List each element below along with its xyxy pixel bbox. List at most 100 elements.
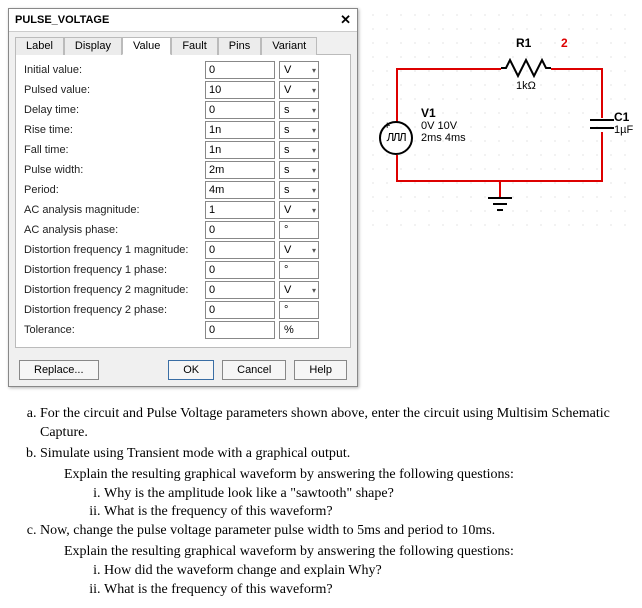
chevron-down-icon: ▾ <box>312 166 316 175</box>
param-row: AC analysis magnitude:V▾ <box>20 201 346 219</box>
dialog-titlebar: PULSE_VOLTAGE ✕ <box>9 9 357 32</box>
chevron-down-icon: ▾ <box>312 146 316 155</box>
param-row: Delay time:s▾ <box>20 101 346 119</box>
param-label: Fall time: <box>20 144 205 156</box>
tab-value[interactable]: Value <box>122 37 171 55</box>
param-value-input[interactable] <box>205 221 275 239</box>
v1-line1: 0V 10V <box>421 120 466 132</box>
param-unit-select[interactable]: V▾ <box>279 201 319 219</box>
c1-label: C1 <box>614 110 629 124</box>
chevron-down-icon: ▾ <box>312 206 316 215</box>
chevron-down-icon: ▾ <box>312 246 316 255</box>
tab-fault[interactable]: Fault <box>171 37 217 55</box>
param-row: Distortion frequency 1 phase: ° <box>20 261 346 279</box>
r1-value: 1kΩ <box>516 80 536 92</box>
cancel-button[interactable]: Cancel <box>222 360 286 380</box>
param-row: Period: s▾ <box>20 181 346 199</box>
param-unit-select: ° <box>279 221 319 239</box>
chevron-down-icon: ▾ <box>312 286 316 295</box>
replace-button[interactable]: Replace... <box>19 360 99 380</box>
q-b-i: Why is the amplitude look like a "sawtoo… <box>104 485 628 504</box>
question-c: Now, change the pulse voltage parameter … <box>40 522 628 541</box>
c1-value: 1µF <box>614 124 633 136</box>
param-row: Rise time: s▾ <box>20 121 346 139</box>
question-b: Simulate using Transient mode with a gra… <box>40 445 628 464</box>
r1-label: R1 <box>516 36 531 50</box>
plus-icon: + <box>384 120 390 132</box>
ok-button[interactable]: OK <box>168 360 214 380</box>
q-b-text: Simulate using Transient mode with a gra… <box>40 446 350 461</box>
param-unit-select[interactable]: s▾ <box>279 141 319 159</box>
chevron-down-icon: ▾ <box>312 86 316 95</box>
dialog-title: PULSE_VOLTAGE <box>15 14 109 26</box>
param-label: Distortion frequency 2 magnitude: <box>20 284 205 296</box>
param-unit-select: ° <box>279 261 319 279</box>
param-row: Distortion frequency 2 phase: ° <box>20 301 346 319</box>
param-row: Distortion frequency 1 magnitude: V▾ <box>20 241 346 259</box>
param-label: Distortion frequency 1 magnitude: <box>20 244 205 256</box>
chevron-down-icon: ▾ <box>312 66 316 75</box>
param-label: AC analysis phase: <box>20 224 205 236</box>
v1-label: V1 <box>421 106 436 120</box>
param-row: Pulsed value: V▾ <box>20 81 346 99</box>
param-label: Rise time: <box>20 124 205 136</box>
param-unit-select[interactable]: V▾ <box>279 241 319 259</box>
param-value-input[interactable] <box>205 301 275 319</box>
param-value-input[interactable] <box>205 181 275 199</box>
param-value-input[interactable] <box>205 121 275 139</box>
q-c-ii: What is the frequency of this waveform? <box>104 581 628 600</box>
param-unit-select[interactable]: V▾ <box>279 281 319 299</box>
param-value-input[interactable] <box>205 161 275 179</box>
q-b-ii: What is the frequency of this waveform? <box>104 503 628 522</box>
param-value-input[interactable] <box>205 81 275 99</box>
q-c-i: How did the waveform change and explain … <box>104 562 628 581</box>
param-value-input[interactable] <box>205 141 275 159</box>
param-label: Distortion frequency 2 phase: <box>20 304 205 316</box>
param-label: Pulse width: <box>20 164 205 176</box>
q-b-explain: Explain the resulting graphical waveform… <box>64 466 628 485</box>
chevron-down-icon: ▾ <box>312 106 316 115</box>
param-unit-select[interactable]: V▾ <box>279 81 319 99</box>
param-unit-select[interactable]: s▾ <box>279 121 319 139</box>
param-row: Pulse width: s▾ <box>20 161 346 179</box>
v1-line2: 2ms 4ms <box>421 132 466 144</box>
param-row: Tolerance:% <box>20 321 346 339</box>
tab-pins[interactable]: Pins <box>218 37 261 55</box>
param-unit-select[interactable]: V▾ <box>279 61 319 79</box>
param-value-input[interactable] <box>205 321 275 339</box>
param-value-input[interactable] <box>205 201 275 219</box>
tab-variant[interactable]: Variant <box>261 37 317 55</box>
resistor-r1 <box>501 58 551 78</box>
close-icon[interactable]: ✕ <box>340 12 351 28</box>
param-value-input[interactable] <box>205 241 275 259</box>
param-value-input[interactable] <box>205 261 275 279</box>
param-row: Initial value: V▾ <box>20 61 346 79</box>
question-a: For the circuit and Pulse Voltage parame… <box>40 405 628 443</box>
param-label: Period: <box>20 184 205 196</box>
tab-label[interactable]: Label <box>15 37 64 55</box>
param-unit-select[interactable]: s▾ <box>279 181 319 199</box>
help-button[interactable]: Help <box>294 360 347 380</box>
param-unit-select: ° <box>279 301 319 319</box>
param-value-input[interactable] <box>205 281 275 299</box>
node-2: 2 <box>561 36 568 50</box>
param-label: Initial value: <box>20 64 205 76</box>
param-unit-select: % <box>279 321 319 339</box>
pulse-voltage-dialog: PULSE_VOLTAGE ✕ Label Display Value Faul… <box>8 8 358 387</box>
v1-params: 0V 10V 2ms 4ms <box>421 120 466 144</box>
param-label: Tolerance: <box>20 324 205 336</box>
param-value-input[interactable] <box>205 61 275 79</box>
param-value-input[interactable] <box>205 101 275 119</box>
param-label: Pulsed value: <box>20 84 205 96</box>
param-row: AC analysis phase: ° <box>20 221 346 239</box>
dialog-tabs: Label Display Value Fault Pins Variant <box>9 32 357 54</box>
param-row: Fall time: s▾ <box>20 141 346 159</box>
param-label: Distortion frequency 1 phase: <box>20 264 205 276</box>
tab-display[interactable]: Display <box>64 37 122 55</box>
ground-icon <box>486 196 514 214</box>
button-bar: Replace... OK Cancel Help <box>9 354 357 386</box>
question-block: For the circuit and Pulse Voltage parame… <box>8 405 634 600</box>
chevron-down-icon: ▾ <box>312 186 316 195</box>
param-unit-select[interactable]: s▾ <box>279 101 319 119</box>
param-unit-select[interactable]: s▾ <box>279 161 319 179</box>
